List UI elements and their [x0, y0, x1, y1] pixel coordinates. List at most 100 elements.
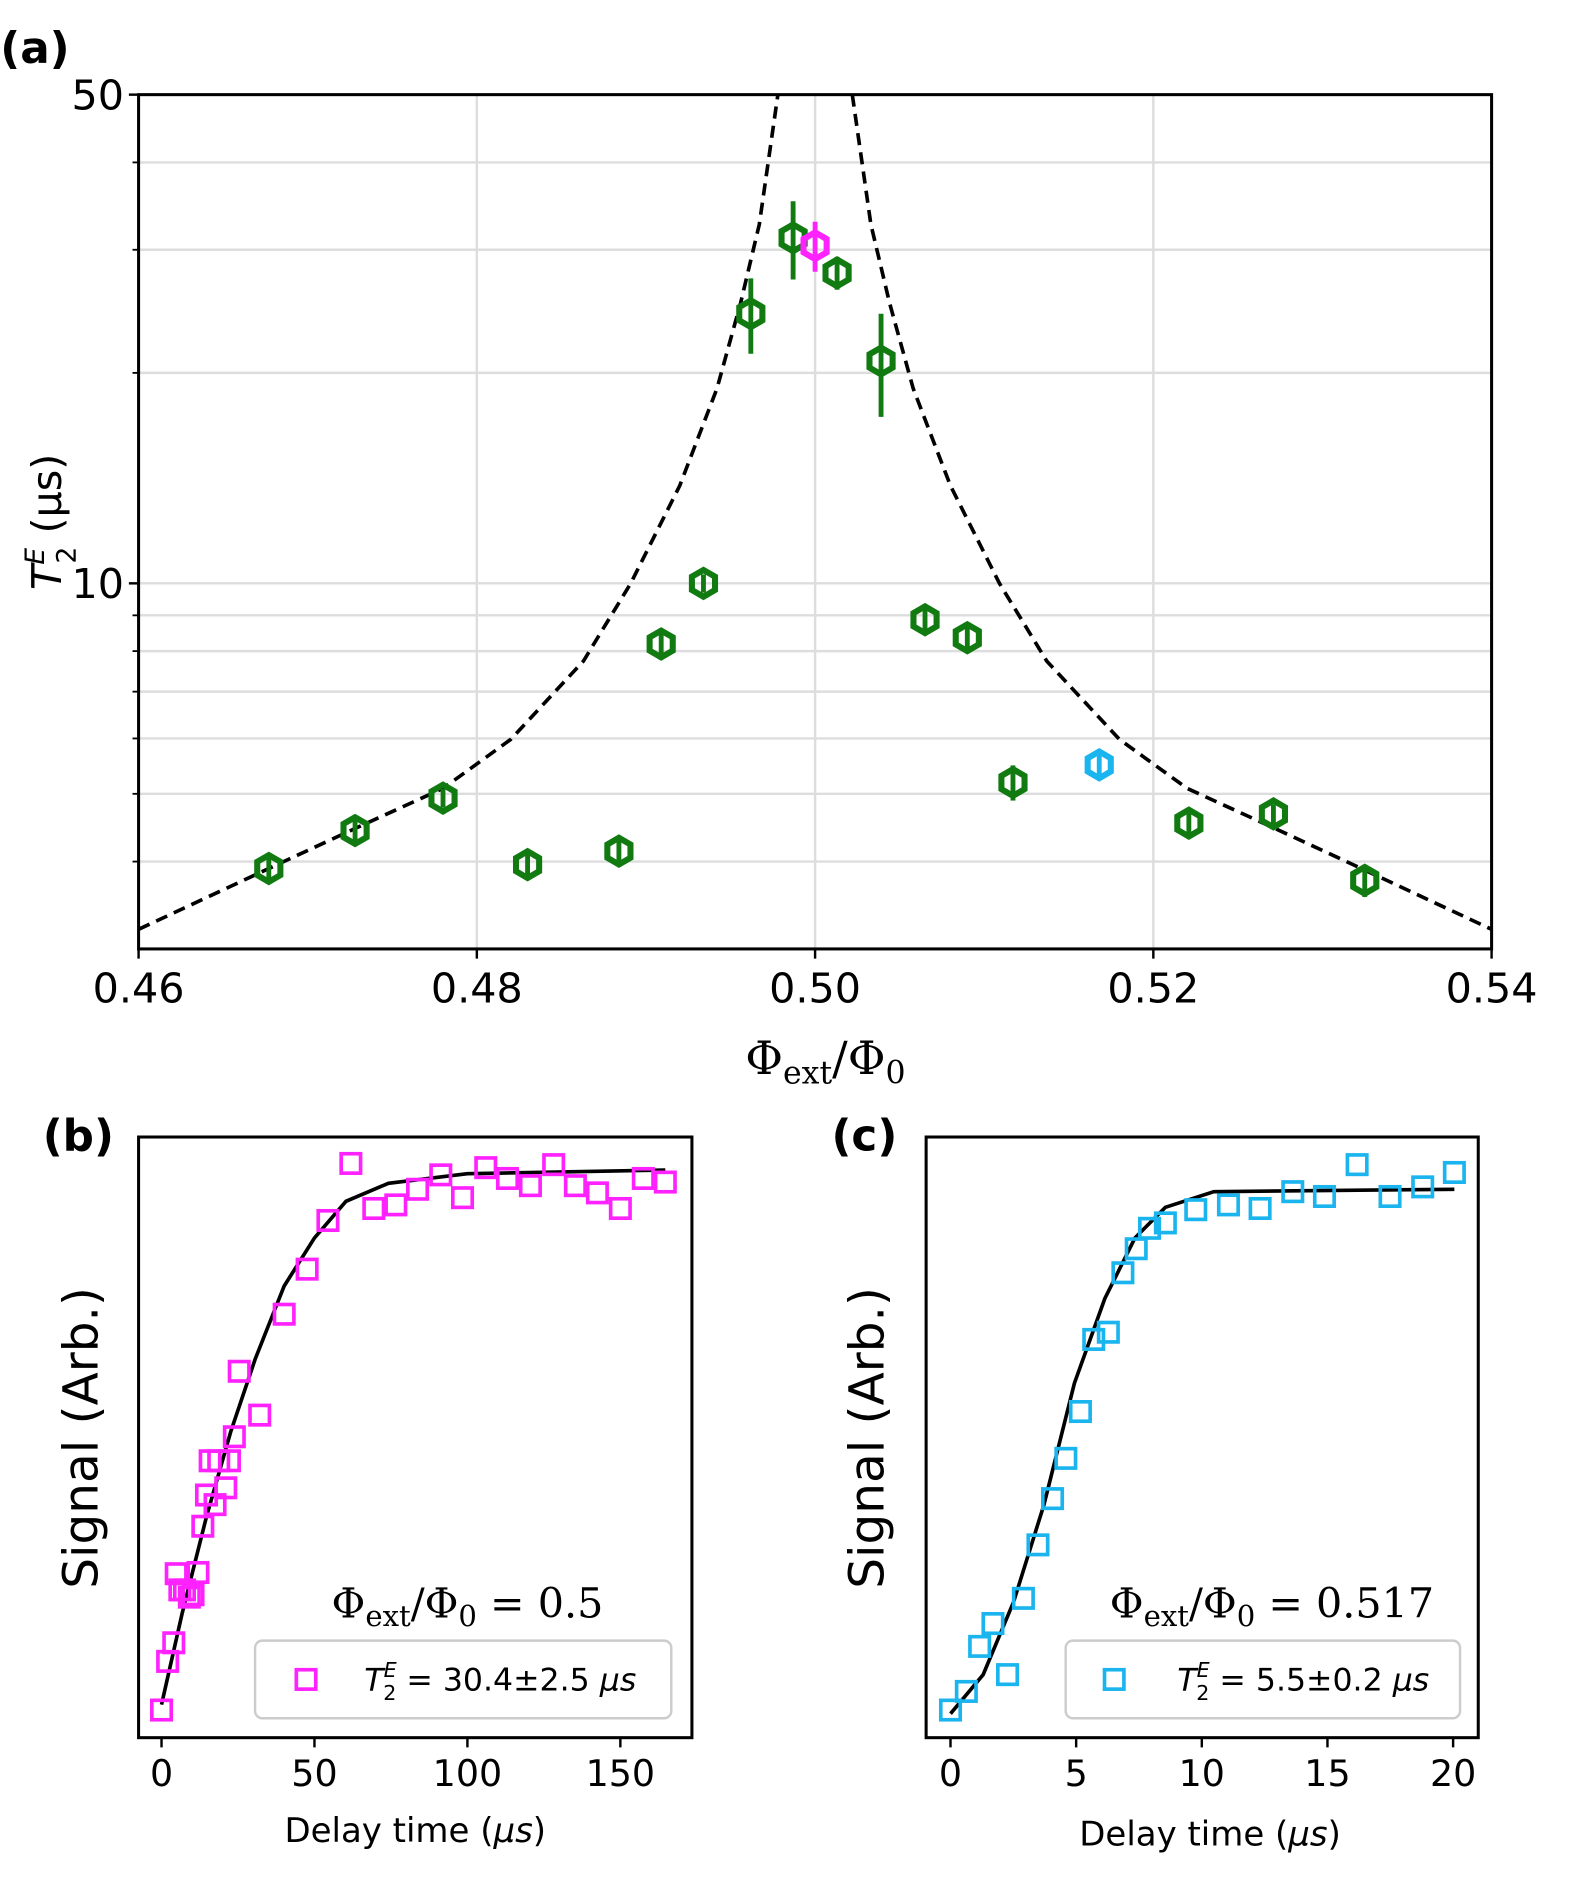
label-part: = 30.4±2.5	[396, 1662, 599, 1698]
label-part: Φ	[1110, 1580, 1144, 1628]
panel-label: (b)	[43, 1110, 114, 1161]
data-point	[1442, 1160, 1466, 1184]
label-part: = 0.517	[1255, 1580, 1434, 1628]
data-point	[272, 1302, 296, 1326]
data-point	[822, 256, 852, 290]
x-axis-label: Delay time (μs)	[1079, 1815, 1341, 1855]
data-point	[181, 1583, 205, 1607]
data-point	[1258, 797, 1289, 831]
label-part: ext	[783, 1056, 832, 1092]
data-point	[222, 1425, 246, 1449]
x-tick-label: 0	[150, 1752, 173, 1795]
data-point	[1084, 748, 1114, 782]
data-point	[1026, 1533, 1050, 1557]
data-point	[1054, 1446, 1078, 1470]
y-axis-label: Signal (Arb.)	[53, 1287, 109, 1589]
data-point	[384, 1193, 408, 1217]
label-part: μs	[1287, 1815, 1327, 1855]
label-part: 2	[383, 1681, 396, 1705]
label-part: 2	[1196, 1681, 1209, 1705]
x-tick-label: 10	[1179, 1752, 1225, 1795]
data-point	[778, 220, 808, 255]
data-point	[429, 1163, 453, 1187]
data-point	[227, 1359, 251, 1383]
data-point	[800, 228, 830, 263]
data-point	[1111, 1261, 1135, 1285]
fit-line	[949, 1187, 1455, 1715]
legend-label: TE 2 = 5.5±0.2 μs	[1177, 1658, 1429, 1705]
data-point	[254, 851, 284, 886]
label-part: T	[23, 562, 71, 590]
data-point	[1068, 1399, 1092, 1424]
x-tick-label: 50	[291, 1752, 337, 1795]
data-point	[866, 344, 896, 378]
label-part: E	[1197, 1658, 1210, 1682]
y-tick-label: 10	[72, 560, 125, 608]
data-point	[604, 834, 634, 868]
data-point	[563, 1174, 587, 1198]
x-tick-label: 0	[939, 1752, 962, 1795]
x-tick-label: 15	[1304, 1752, 1350, 1795]
data-point	[177, 1585, 201, 1609]
data-point	[1312, 1184, 1336, 1209]
data-point	[608, 1196, 632, 1221]
label-part: μs	[492, 1811, 532, 1851]
data-point	[938, 1698, 963, 1722]
legend-marker	[294, 1667, 318, 1691]
data-point	[149, 1698, 174, 1722]
data-point	[248, 1403, 272, 1427]
data-point	[646, 627, 676, 661]
x-tick-label: 20	[1430, 1752, 1476, 1795]
data-point	[512, 847, 543, 882]
x-tick-label: 0.48	[431, 964, 523, 1012]
annotation: Φext/Φ0 = 0.5	[332, 1580, 604, 1633]
label-part: T	[1177, 1662, 1199, 1698]
data-point	[316, 1208, 340, 1233]
label-part: Delay time (	[284, 1811, 493, 1851]
data-point	[688, 566, 719, 601]
data-point	[1011, 1586, 1035, 1610]
data-point	[1124, 1237, 1148, 1261]
data-point	[340, 813, 370, 848]
axes-frame	[924, 1135, 1480, 1740]
label-part: Delay time (	[1079, 1815, 1288, 1855]
label-part: 0	[458, 1599, 477, 1633]
data-point	[998, 765, 1028, 800]
label-part: (μs)	[23, 454, 71, 547]
label-part: /Φ	[411, 1580, 459, 1628]
data-point	[1350, 863, 1380, 898]
data-point	[495, 1166, 520, 1190]
data-point	[162, 1631, 186, 1655]
x-tick-label: 5	[1065, 1752, 1088, 1795]
label-part: = 0.5	[477, 1580, 603, 1628]
data-point	[1248, 1196, 1272, 1221]
data-point	[542, 1153, 566, 1177]
label-part: T	[364, 1662, 386, 1698]
y-axis-label: TE2 (μs)	[20, 454, 83, 590]
data-point	[968, 1634, 992, 1658]
data-point	[1345, 1153, 1369, 1177]
data-point	[406, 1177, 430, 1201]
data-point	[518, 1174, 542, 1198]
label-part: 0	[1237, 1599, 1256, 1633]
y-tick-label: 50	[72, 72, 125, 120]
label-part: )	[1328, 1815, 1341, 1855]
x-axis-label: Delay time (μs)	[284, 1811, 546, 1851]
legend-marker	[1102, 1667, 1126, 1691]
data-point	[1378, 1184, 1402, 1209]
label-part: = 5.5±0.2	[1209, 1662, 1392, 1698]
data-point	[1082, 1327, 1106, 1351]
label-part: )	[533, 1811, 546, 1851]
data-point	[981, 1612, 1005, 1636]
x-tick-label: 100	[433, 1752, 502, 1795]
label-part: Φ	[745, 1031, 783, 1085]
data-point	[474, 1156, 498, 1180]
label-part: 0	[886, 1056, 906, 1092]
data-point	[1041, 1487, 1065, 1511]
data-point	[653, 1170, 677, 1194]
data-point	[191, 1514, 215, 1538]
label-part: ext	[1144, 1599, 1190, 1633]
data-point	[910, 602, 940, 637]
data-point	[1281, 1180, 1305, 1204]
